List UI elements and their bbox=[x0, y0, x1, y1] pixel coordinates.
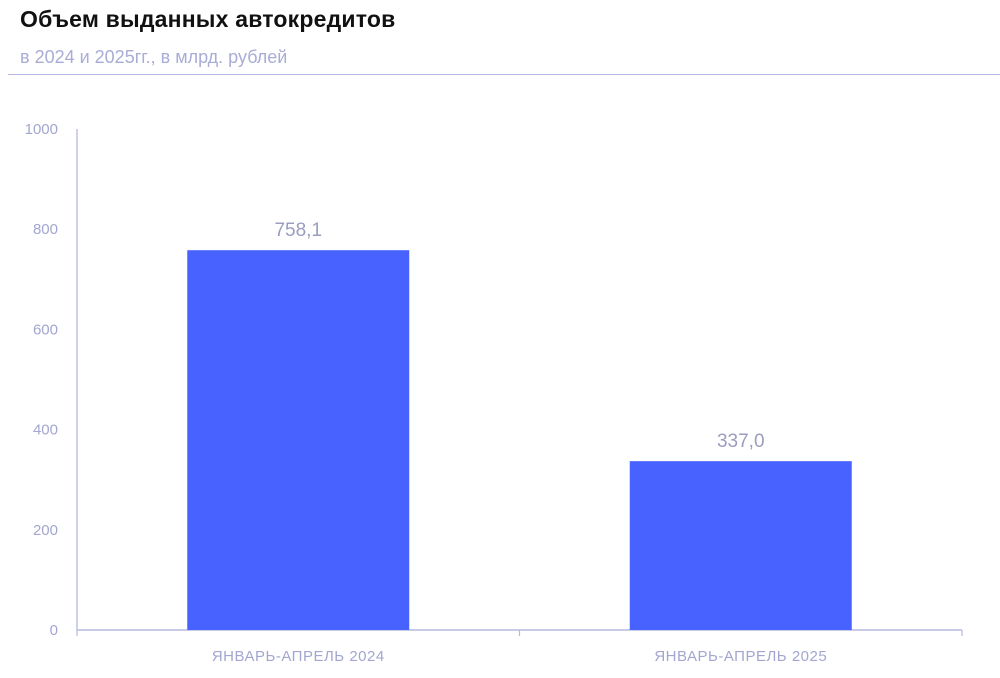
data-label: 337,0 bbox=[717, 431, 765, 452]
y-tick-label: 400 bbox=[33, 422, 58, 439]
x-category-label: ЯНВАРЬ-АПРЕЛЬ 2025 bbox=[654, 648, 827, 665]
bar bbox=[629, 461, 852, 630]
chart-title: Объем выданных автокредитов bbox=[20, 6, 396, 32]
data-label: 758,1 bbox=[274, 220, 322, 241]
chart-subtitle: в 2024 и 2025гг., в млрд. рублей bbox=[20, 47, 288, 67]
y-tick-label: 200 bbox=[33, 522, 58, 539]
y-tick-label: 1000 bbox=[25, 121, 58, 138]
bar bbox=[187, 250, 410, 630]
y-tick-label: 0 bbox=[50, 622, 58, 639]
header-divider bbox=[8, 74, 1000, 75]
x-category-label: ЯНВАРЬ-АПРЕЛЬ 2024 bbox=[212, 648, 385, 665]
y-tick-label: 800 bbox=[33, 221, 58, 238]
y-tick-label: 600 bbox=[33, 321, 58, 338]
